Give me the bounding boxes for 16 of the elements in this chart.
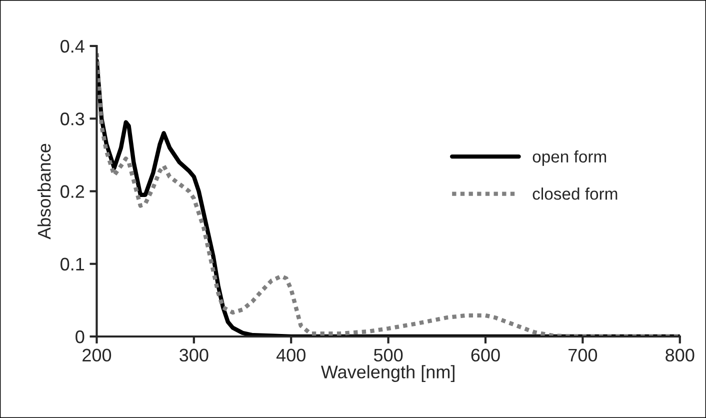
y-tick-label: 0.1 — [60, 258, 84, 271]
x-tick-label: 400 — [276, 348, 306, 362]
y-tick-label: 0.4 — [60, 40, 84, 53]
x-tick-label: 200 — [82, 348, 112, 362]
legend-label: closed form — [532, 188, 618, 200]
x-tick-label: 500 — [374, 348, 403, 362]
x-tick-label: 800 — [666, 348, 694, 362]
x-axis-title: Wavelength [nm] — [320, 365, 454, 382]
x-tick-label: 700 — [568, 348, 598, 362]
x-tick-label: 600 — [471, 348, 500, 362]
x-tick-label: 300 — [180, 348, 208, 362]
y-tick-label: 0.2 — [60, 185, 84, 198]
legend-label: open form — [532, 150, 606, 166]
y-axis-title: Absorbance — [37, 144, 51, 240]
y-tick-label: 0.3 — [60, 112, 84, 126]
y-tick-label: 0 — [76, 330, 84, 344]
